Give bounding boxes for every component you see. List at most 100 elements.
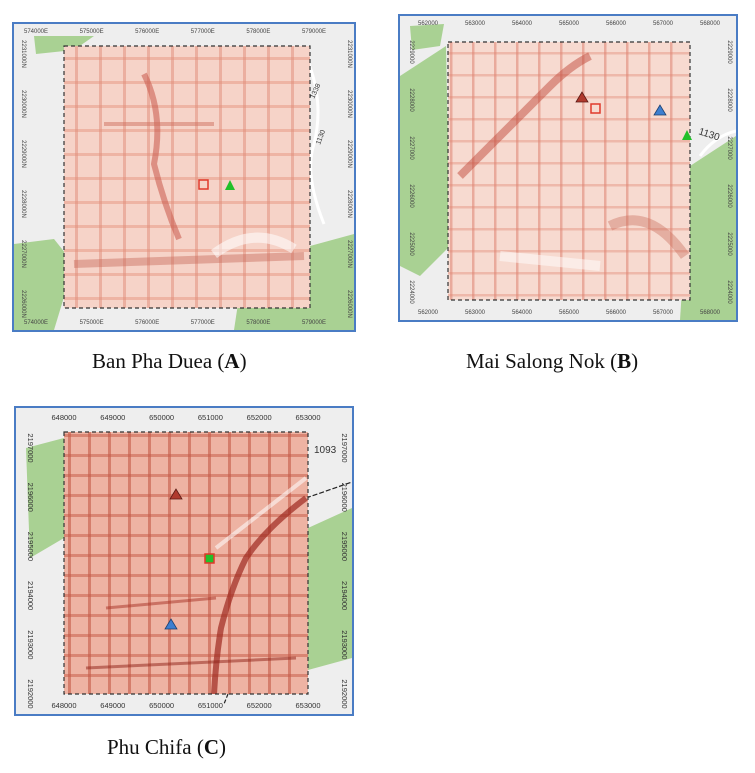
y-tick-label: 2231000N [346, 40, 352, 68]
x-tick-labels: 574000E 574000E 575000E 575000E 576000E 57600… [24, 29, 326, 326]
x-tick-label: 579000E [302, 29, 326, 35]
x-tick-label: 577000E [191, 29, 215, 35]
x-tick-label: 576000E [135, 29, 159, 35]
road [307, 63, 326, 225]
y-tick-label: 2196000 [26, 483, 35, 512]
y-tick-label: 2229000 [408, 40, 414, 64]
x-tick-label: 568000 [700, 310, 721, 316]
blue-triangle-marker [164, 618, 178, 630]
y-tick-label: 2229000N [346, 140, 352, 168]
x-tick-label: 565000 [559, 21, 580, 27]
suitability-heatmap [448, 42, 690, 300]
y-tick-label: 2195000 [26, 532, 35, 561]
map-phu-chifa: 1093 648000 648000 649000 649000 650000 65000… [16, 408, 352, 714]
map-panel-ban-pha-duea: 1338 1130 574000E 574000E 575000E 575000E 57… [12, 22, 356, 332]
road [305, 481, 352, 499]
x-tick-labels: 562000 562000 563000 563000 564000 564000 5650… [418, 21, 721, 316]
forest-area [410, 24, 444, 50]
y-tick-label: 2227000N [20, 240, 26, 268]
y-tick-label: 2224000 [726, 280, 732, 304]
suitability-heatmap [64, 46, 310, 308]
y-tick-label: 2197000 [340, 433, 349, 462]
x-tick-label: 578000E [246, 320, 270, 326]
x-tick-label: 563000 [465, 21, 486, 27]
x-tick-label: 566000 [606, 310, 627, 316]
y-tick-label: 2193000 [26, 630, 35, 659]
y-tick-label: 2196000 [340, 483, 349, 512]
x-tick-label: 562000 [418, 21, 439, 27]
y-tick-label: 2225000 [408, 232, 414, 256]
x-tick-label: 651000 [198, 701, 223, 710]
x-tick-label: 565000 [559, 310, 580, 316]
green-triangle-marker [682, 130, 692, 140]
y-tick-label: 2194000 [26, 581, 35, 610]
y-tick-label: 2227000 [408, 136, 414, 160]
y-tick-label: 2228000N [20, 190, 26, 218]
forest-area [34, 36, 94, 54]
forest-area [680, 136, 736, 320]
road-label: 1130 [315, 129, 327, 146]
road [698, 129, 736, 157]
x-tick-label: 567000 [653, 310, 674, 316]
y-tick-labels: 2197000 2197000 2196000 2196000 2195000 21950… [26, 433, 349, 708]
y-tick-label: 2228000N [346, 190, 352, 218]
map-mai-salong-nok: 1130 56200056200056300056300056400056400… [400, 16, 736, 320]
x-tick-label: 652000 [247, 701, 272, 710]
y-tick-label: 2193000 [340, 630, 349, 659]
road-label: 1093 [314, 445, 337, 456]
y-tick-label: 2231000N [20, 40, 26, 68]
x-tick-label: 649000 [100, 701, 125, 710]
study-boundary [447, 41, 691, 301]
y-tick-label: 2192000 [340, 679, 349, 708]
x-tick-label: 575000E [80, 320, 104, 326]
caption-ban-pha-duea: Ban Pha Duea (A) [92, 349, 247, 373]
x-tick-label: 563000 [465, 310, 486, 316]
x-tick-label: 653000 [295, 413, 320, 422]
red-square-marker [198, 179, 209, 190]
y-tick-label: 2230000N [346, 90, 352, 118]
x-tick-label: 562000 [418, 310, 439, 316]
x-tick-label: 651000 [198, 413, 223, 422]
y-tick-label: 2229000N [20, 140, 26, 168]
suitability-heatmap [64, 432, 308, 694]
study-boundary [63, 431, 309, 695]
x-tick-label: 575000E [80, 29, 104, 35]
x-tick-label: 648000 [51, 413, 76, 422]
x-tick-label: 648000 [51, 701, 76, 710]
caption-mai-salong-nok: Mai Salong Nok (B) [466, 349, 639, 373]
x-tick-label: 578000E [246, 29, 270, 35]
x-tick-label: 576000E [135, 320, 159, 326]
map-panel-mai-salong-nok: 1130 562000 562000 563000 563000 564000 56400… [398, 14, 738, 322]
y-tick-label: 2226000N [346, 290, 352, 318]
x-tick-label: 564000 [512, 310, 533, 316]
x-tick-label: 574000E [24, 29, 48, 35]
x-tick-label: 574000E [24, 320, 48, 326]
y-tick-label: 2226000 [408, 184, 414, 208]
x-tick-label: 577000E [191, 320, 215, 326]
y-tick-label: 2229000 [726, 40, 732, 64]
study-boundary [63, 45, 311, 309]
forest-area [308, 508, 352, 670]
red-triangle-marker [575, 91, 589, 103]
x-tick-label: 650000 [149, 701, 174, 710]
green-triangle-marker [225, 180, 235, 190]
blue-triangle-marker [653, 104, 667, 116]
x-tick-label: 568000 [700, 21, 721, 27]
y-tick-label: 2228000 [726, 88, 732, 112]
y-tick-label: 2228000 [408, 88, 414, 112]
x-tick-label: 649000 [100, 413, 125, 422]
caption-phu-chifa: Phu Chifa (C) [107, 735, 227, 759]
red-triangle-marker [169, 488, 183, 500]
y-tick-labels: 2229000 2229000 2228000 2228000 2227000 22270… [408, 40, 732, 304]
red-square-marker [590, 103, 601, 114]
y-tick-label: 2224000 [408, 280, 414, 304]
x-tick-label: 566000 [606, 21, 627, 27]
x-tick-label: 567000 [653, 21, 674, 27]
y-tick-label: 2195000 [340, 532, 349, 561]
y-tick-label: 2230000N [20, 90, 26, 118]
y-tick-label: 2227000 [726, 136, 732, 160]
forest-area [26, 438, 64, 558]
y-tick-label: 2226000N [20, 290, 26, 318]
y-tick-label: 2192000 [26, 679, 35, 708]
y-tick-label: 2225000 [726, 232, 732, 256]
